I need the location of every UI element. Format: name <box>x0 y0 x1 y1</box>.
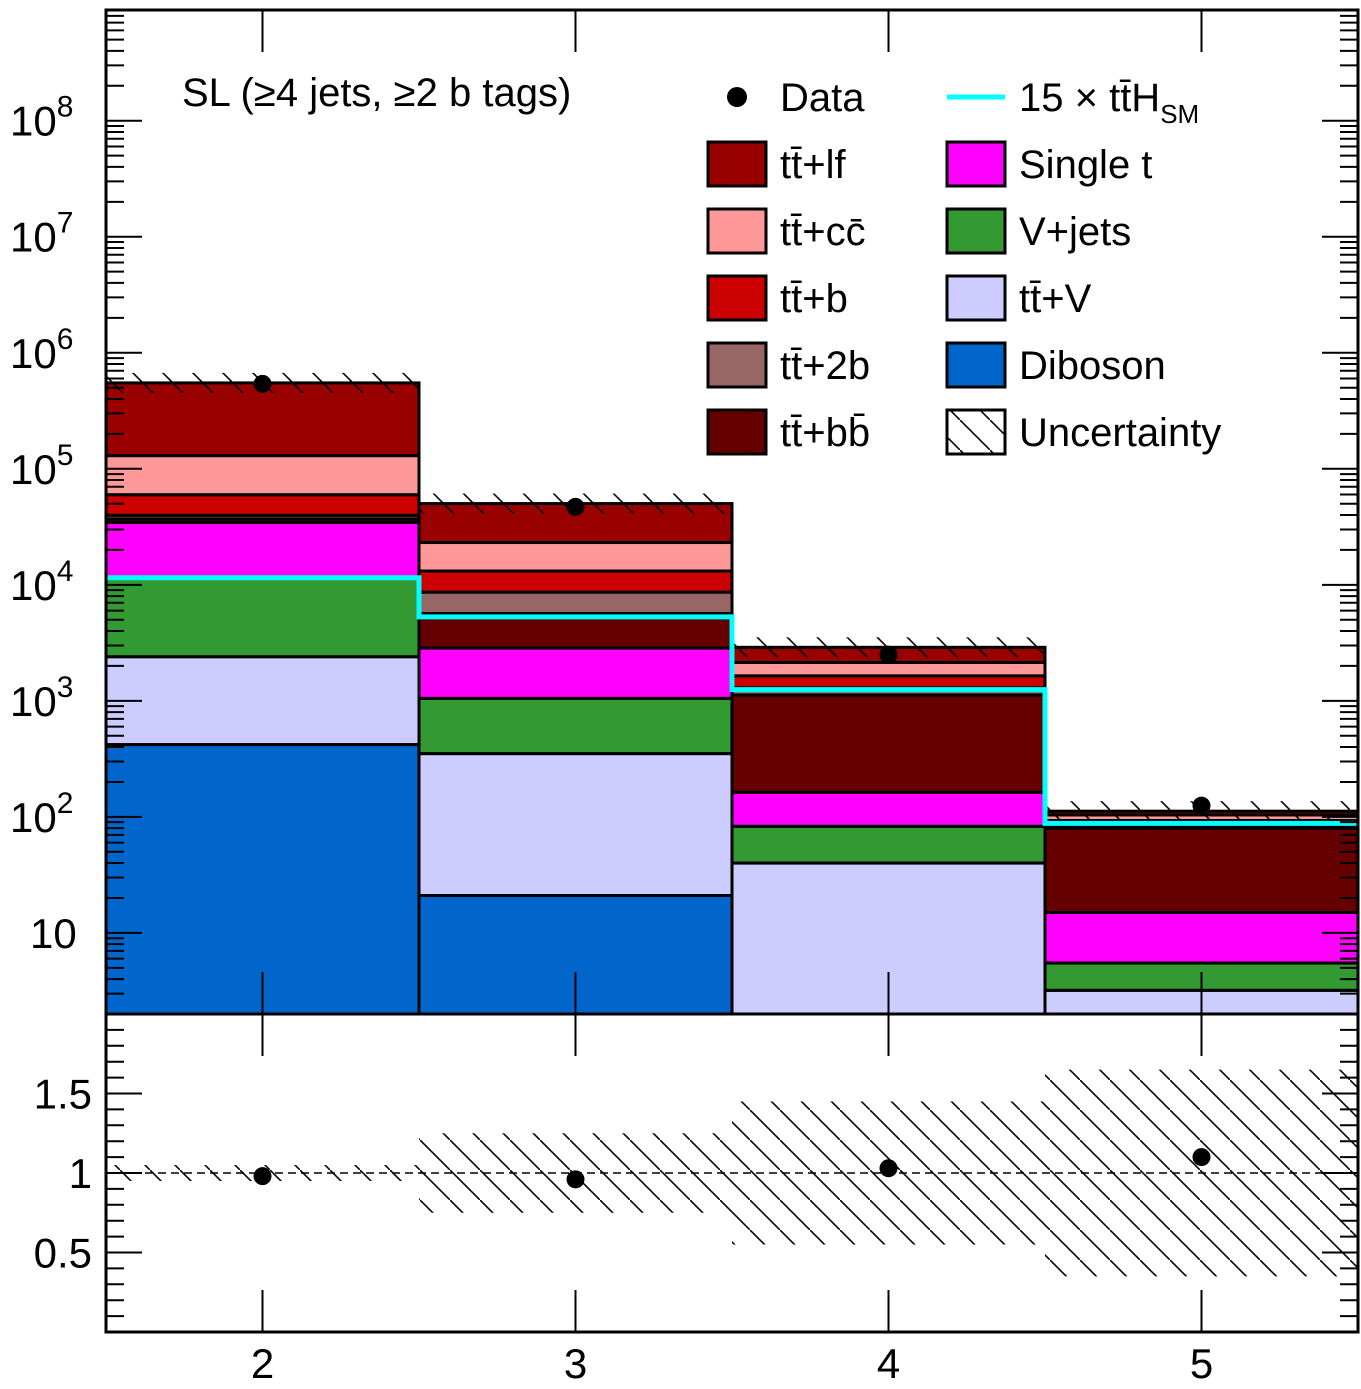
legend-label-left-3: tt̄+b <box>780 277 848 321</box>
ratio-y-tick-label: 1 <box>69 1150 92 1197</box>
ratio-point-5 <box>1192 1148 1211 1167</box>
legend-label-right-2: V+jets <box>1019 210 1131 254</box>
bar-ttbb-4 <box>730 693 1047 794</box>
legend-swatch-uncertainty <box>945 408 1007 456</box>
signal-line <box>106 575 1358 826</box>
x-tick-label-3: 3 <box>564 1340 587 1387</box>
legend-swatch-ttv <box>945 274 1007 322</box>
y-tick-label-10000: 104 <box>10 555 73 609</box>
bar-diboson-2 <box>106 743 421 1014</box>
legend-swatch-ttbb <box>706 408 768 456</box>
legend-label-right-4: Diboson <box>1019 344 1166 388</box>
ratio-panel <box>106 1069 1358 1277</box>
y-tick-label-10: 10 <box>30 910 77 957</box>
legend: Data tt̄+lf tt̄+cc̄ tt̄+b tt̄+2b tt̄+bb̄ 15 × … <box>706 76 1221 456</box>
legend-label-left-1: tt̄+lf <box>780 143 846 187</box>
legend-swatch-diboson <box>945 341 1007 389</box>
chart-annotation: SL (≥4 jets, ≥2 b tags) <box>182 71 571 115</box>
y-tick-label-1000000: 106 <box>10 323 73 377</box>
bar-ttb-4 <box>730 674 1047 690</box>
x-tick-label-5: 5 <box>1190 1340 1213 1387</box>
bar-ttb-2 <box>106 493 421 517</box>
legend-swatch-singlet <box>945 140 1007 188</box>
y-tick-label-100000: 105 <box>10 439 73 493</box>
data-point-4 <box>879 645 898 664</box>
data-point-5 <box>1192 796 1211 815</box>
upper-panel <box>106 372 1358 1014</box>
y-tick-label-1000: 103 <box>10 671 73 725</box>
y-tick-label-10000000: 107 <box>10 207 73 261</box>
legend-swatch-tt2b <box>706 341 768 389</box>
legend-label-right-0: 15 × tt̄HSM <box>1019 76 1199 129</box>
data-point-3 <box>566 497 585 516</box>
bar-tt2b-3 <box>417 590 734 616</box>
ratio-point-4 <box>879 1159 898 1178</box>
bar-ttcc-3 <box>417 541 734 573</box>
bar-singlet-2 <box>106 520 421 580</box>
bar-vjets-4 <box>730 824 1047 865</box>
legend-swatch-ttb <box>706 274 768 322</box>
ratio-point-2 <box>253 1167 272 1186</box>
ratio-y-tick-label: 0.5 <box>34 1230 92 1277</box>
bar-vjets-3 <box>417 696 734 756</box>
legend-swatch-ttcc <box>706 207 768 255</box>
legend-label-left-0: Data <box>780 76 865 120</box>
bar-ttbb-5 <box>1043 826 1358 914</box>
bar-ttb-3 <box>417 569 734 594</box>
ratio-y-tick-label: 1.5 <box>34 1071 92 1118</box>
x-tick-label-4: 4 <box>877 1340 900 1387</box>
ratio-point-3 <box>566 1170 585 1189</box>
legend-label-right-3: tt̄+V <box>1019 277 1092 321</box>
legend-label-left-2: tt̄+cc̄ <box>780 210 866 254</box>
bar-ttlf-2 <box>106 381 421 458</box>
bar-ttv-3 <box>417 752 734 898</box>
bar-ttv-2 <box>106 655 421 747</box>
legend-label-left-5: tt̄+bb̄ <box>780 411 870 455</box>
bar-ttcc-4 <box>730 660 1047 678</box>
bar-ttcc-2 <box>106 454 421 497</box>
bar-singlet-3 <box>417 646 734 700</box>
legend-label-left-4: tt̄+2b <box>780 344 870 388</box>
bar-singlet-5 <box>1043 910 1358 965</box>
bar-vjets-2 <box>106 576 421 659</box>
bar-singlet-4 <box>730 790 1047 828</box>
legend-swatch-ttlf <box>706 140 768 188</box>
legend-swatch-vjets <box>945 207 1007 255</box>
x-tick-label-2: 2 <box>251 1340 274 1387</box>
y-tick-label-100000000: 108 <box>10 91 73 145</box>
axes: 10 102 103 104 105 106 107 108 0.5 1 1.5 2 3 4 5 <box>10 8 1360 1387</box>
legend-label-right-5: Uncertainty <box>1019 411 1221 455</box>
legend-marker-data <box>727 87 747 107</box>
data-point-2 <box>253 374 272 393</box>
y-tick-label-100: 102 <box>10 787 73 841</box>
legend-label-right-1: Single t <box>1019 143 1152 187</box>
